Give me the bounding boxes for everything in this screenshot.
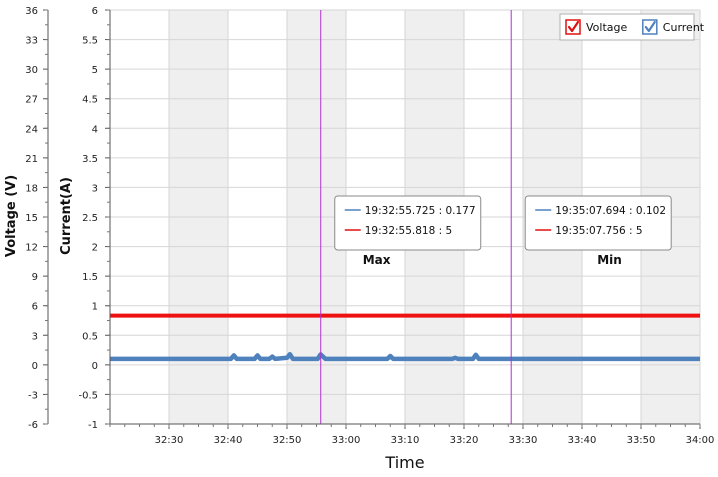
current-tick-label: 5.5	[82, 36, 98, 47]
tooltip-box	[524, 195, 672, 251]
current-tick-label: 1	[92, 302, 98, 313]
x-tick-label: 33:50	[627, 435, 656, 446]
x-tick-label: 33:40	[568, 435, 597, 446]
tooltip-box	[334, 195, 482, 251]
check-icon	[567, 20, 580, 33]
tooltip-text: 19:32:55.725 : 0.177	[365, 205, 476, 217]
current-tick-label: 0	[92, 361, 98, 372]
x-tick-label: 32:30	[155, 435, 184, 446]
marker-lines	[320, 10, 512, 424]
marker-tooltips: 19:32:55.725 : 0.177 19:32:55.818 : 5 Max 1…	[334, 195, 672, 267]
voltage-tick-label: 3	[32, 331, 38, 342]
voltage-legend-label: Voltage	[586, 21, 627, 34]
voltage-tick-label: 18	[25, 183, 38, 194]
legend: Voltage Current	[559, 13, 705, 41]
voltage-tick-label: 21	[25, 154, 38, 165]
voltage-tick-label: 24	[25, 124, 38, 135]
grid-lines	[110, 9, 701, 425]
legend-box	[559, 13, 695, 41]
axes	[43, 9, 701, 429]
current-tick-label: 5	[92, 65, 98, 76]
voltage-axis-title: Voltage (V)	[4, 175, 19, 257]
x-tick-label: 33:00	[332, 435, 361, 446]
voltage-tick-label: 30	[25, 65, 38, 76]
voltage-tick-label: 15	[25, 213, 38, 224]
current-tick-label: 3	[92, 183, 98, 194]
x-tick-label: 33:20	[450, 435, 479, 446]
x-tick-label: 33:30	[509, 435, 538, 446]
min-marker-label: Min	[597, 253, 622, 267]
voltage-tick-label: -6	[28, 420, 38, 431]
current-tick-label: 4.5	[82, 95, 98, 106]
current-tick-label: 2	[92, 243, 98, 254]
current-tick-label: -0.5	[78, 390, 98, 401]
x-tick-label: 33:10	[391, 435, 420, 446]
current-tick-label: 0.5	[82, 331, 98, 342]
current-tick-label: -1	[88, 420, 98, 431]
x-tick-label: 32:40	[214, 435, 243, 446]
voltage-tick-label: 27	[25, 95, 38, 106]
current-tick-label: 3.5	[82, 154, 98, 165]
tooltip-text: 19:35:07.756 : 5	[555, 225, 642, 237]
current-series-line	[110, 351, 700, 362]
x-tick-label: 34:00	[686, 435, 715, 446]
tick-labels: 3633302724211815129630-3-665.554.543.532…	[25, 6, 714, 446]
current-tick-label: 4	[92, 124, 98, 135]
x-axis-title: Time	[384, 453, 424, 472]
tooltip-text: 19:35:07.694 : 0.102	[555, 205, 666, 217]
check-icon	[644, 20, 656, 33]
voltage-tick-label: 0	[32, 361, 38, 372]
x-tick-label: 32:50	[273, 435, 302, 446]
voltage-tick-label: -3	[28, 390, 38, 401]
current-legend-label: Current	[663, 21, 705, 34]
voltage-tick-label: 36	[25, 6, 38, 17]
current-axis-title: Current(A)	[59, 177, 74, 255]
current-tick-label: 1.5	[82, 272, 98, 283]
tooltip-text: 19:32:55.818 : 5	[365, 225, 452, 237]
series-lines	[110, 313, 700, 362]
current-tick-label: 6	[92, 6, 98, 17]
voltage-tick-label: 33	[25, 36, 38, 47]
current-tick-label: 2.5	[82, 213, 98, 224]
voltage-tick-label: 6	[32, 302, 38, 313]
voltage-tick-label: 9	[32, 272, 38, 283]
voltage-tick-label: 12	[25, 243, 38, 254]
max-marker-label: Max	[363, 253, 391, 267]
